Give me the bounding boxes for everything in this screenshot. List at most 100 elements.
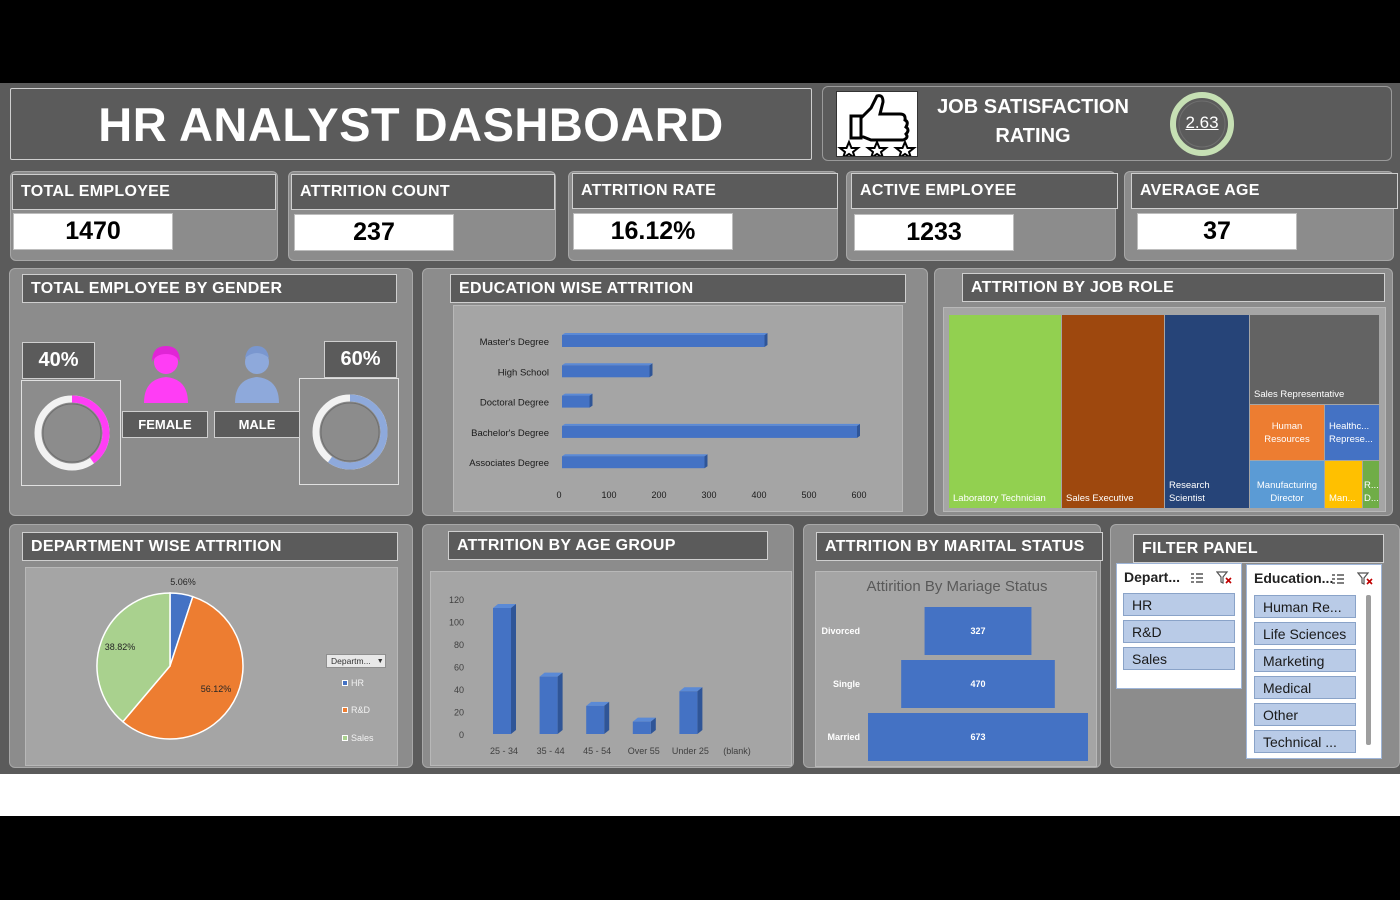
treemap-cell-sales-executive: Sales Executive xyxy=(1062,315,1164,508)
department-slicer-item-sales[interactable]: Sales xyxy=(1123,647,1235,670)
age-category-label-blank: (blank) xyxy=(723,746,751,756)
filter-panel-title: FILTER PANEL xyxy=(1133,534,1384,563)
education-panel-title: EDUCATION WISE ATTRITION xyxy=(450,274,906,303)
age-category-label-35-44: 35 - 44 xyxy=(537,746,565,756)
male-label: MALE xyxy=(214,411,300,438)
chevron-down-icon: ▼ xyxy=(376,657,384,665)
age-bar-side-25-34 xyxy=(511,604,516,734)
marital-category-label-married: Married xyxy=(827,732,860,742)
education-slicer-item-human-resources[interactable]: Human Re... xyxy=(1254,595,1356,618)
legend-swatch-rd xyxy=(342,707,348,713)
age-bar-top-under-25 xyxy=(679,687,703,692)
treemap-cell-sales-representative: Sales Representative xyxy=(1250,315,1379,404)
education-slicer-item-other[interactable]: Other xyxy=(1254,703,1356,726)
education-bar-master-s-degree xyxy=(562,335,765,347)
age-category-label-25-34: 25 - 34 xyxy=(490,746,518,756)
multi-select-icon[interactable] xyxy=(1331,571,1345,585)
multi-select-icon[interactable] xyxy=(1190,570,1204,584)
education-bar-doctoral-degree xyxy=(562,395,590,408)
department-legend-item-sales: Sales xyxy=(342,733,374,743)
department-pie-label-sales: 38.82% xyxy=(105,642,136,652)
marital-category-label-single: Single xyxy=(833,679,860,689)
treemap-cell-human-resources: Human Resources xyxy=(1250,405,1324,460)
kpi-value-active-employee: 1233 xyxy=(854,214,1014,251)
education-bar-high-school xyxy=(562,365,650,378)
female-donut-chart xyxy=(34,395,110,471)
department-pie-label-hr: 5.06% xyxy=(170,577,196,587)
education-x-tick-0: 0 xyxy=(556,490,561,500)
education-bar-side-bachelor-s-degree xyxy=(857,423,860,438)
department-slicer-item-hr[interactable]: HR xyxy=(1123,593,1235,616)
bottom-strip xyxy=(0,774,1400,816)
job-satisfaction-title-line2: RATING xyxy=(995,125,1071,147)
education-bar-associates-degree xyxy=(562,456,705,469)
kpi-value-attrition-count: 237 xyxy=(294,214,454,251)
marital-bar-single xyxy=(901,660,1055,708)
job-satisfaction-panel: JOB SATISFACTION RATING 2.63 xyxy=(822,86,1392,161)
female-percentage: 40% xyxy=(22,342,95,379)
kpi-value-total-employee: 1470 xyxy=(13,213,173,250)
education-category-label-high-school: High School xyxy=(498,367,549,378)
treemap-cell-healthc-represe: Healthc... Represe... xyxy=(1325,405,1379,460)
age-bar-top-25-34 xyxy=(493,604,516,608)
age-y-tick-100: 100 xyxy=(449,618,464,628)
education-slicer-item-life-sciences[interactable]: Life Sciences xyxy=(1254,622,1356,645)
clear-filter-icon[interactable] xyxy=(1215,570,1232,584)
education-slicer-item-technical[interactable]: Technical ... xyxy=(1254,730,1356,753)
age-y-tick-20: 20 xyxy=(454,708,464,718)
kpi-label-total-employee: TOTAL EMPLOYEE xyxy=(12,174,276,210)
education-bar-side-master-s-degree xyxy=(764,333,768,347)
marital-value-label-divorced: 327 xyxy=(970,626,985,636)
age-category-label-under-25: Under 25 xyxy=(672,746,709,756)
age-bar-top-45-54 xyxy=(586,701,610,706)
department-legend-item-rd: R&D xyxy=(342,705,370,715)
education-x-tick-600: 600 xyxy=(851,490,866,500)
marital-panel-title: ATTRITION BY MARITAL STATUS xyxy=(816,532,1103,561)
kpi-label-attrition-count: ATTRITION COUNT xyxy=(291,174,555,210)
marital-chart-title: Attirition By Mariage Status xyxy=(866,578,1048,595)
age-bar-chart: 0 20 40 60 80 100 120 25 - 34 35 - 44 45 - 54 Over… xyxy=(449,595,751,756)
department-legend-dropdown[interactable]: Departm... ▼ xyxy=(326,654,386,668)
education-bar-top-master-s-degree xyxy=(562,333,768,335)
department-legend-item-hr: HR xyxy=(342,678,364,688)
treemap-label-r-d: R... D... xyxy=(1364,480,1379,504)
age-y-tick-80: 80 xyxy=(454,640,464,650)
education-bar-chart: Master's Degree High School Doctoral Degre… xyxy=(469,333,867,500)
education-x-tick-400: 400 xyxy=(751,490,766,500)
education-slicer-item-medical[interactable]: Medical xyxy=(1254,676,1356,699)
department-slicer-item-rd[interactable]: R&D xyxy=(1123,620,1235,643)
marital-category-label-divorced: Divorced xyxy=(821,626,860,636)
kpi-value-attrition-rate: 16.12% xyxy=(573,213,733,250)
education-x-tick-100: 100 xyxy=(601,490,616,500)
education-x-tick-500: 500 xyxy=(801,490,816,500)
education-bar-side-doctoral-degree xyxy=(589,393,593,408)
education-slicer-item-marketing[interactable]: Marketing xyxy=(1254,649,1356,672)
slicer-scrollbar[interactable] xyxy=(1366,595,1371,745)
education-bar-side-associates-degree xyxy=(704,454,708,469)
male-percentage: 60% xyxy=(324,341,397,378)
treemap-cell-research-scientist: Research Scientist xyxy=(1165,315,1249,508)
female-person-icon xyxy=(138,345,194,405)
education-slicer-header: Education... xyxy=(1254,570,1334,586)
education-bar-side-high-school xyxy=(649,363,653,378)
clear-filter-icon[interactable] xyxy=(1356,571,1373,585)
department-slicer-header: Depart... xyxy=(1124,569,1181,585)
department-pie-slice-r-d xyxy=(121,595,244,740)
education-bar-top-high-school xyxy=(562,363,653,366)
legend-swatch-hr xyxy=(342,680,348,686)
male-donut-inner-ring xyxy=(320,402,380,462)
treemap-label-research-scientist: Research Scientist xyxy=(1169,480,1210,504)
kpi-label-attrition-rate: ATTRITION RATE xyxy=(572,173,838,209)
male-donut-chart xyxy=(312,394,388,470)
department-chart-frame: 5.06% 56.12% 38.82% Departm... ▼ HR R&D Sa… xyxy=(25,567,398,766)
title-banner: HR ANALYST DASHBOARD xyxy=(10,88,812,160)
marital-bar-divorced xyxy=(924,607,1032,655)
male-donut-frame xyxy=(299,378,399,485)
age-bar-top-35-44 xyxy=(539,672,563,677)
age-y-tick-60: 60 xyxy=(454,663,464,673)
age-category-label-45-54: 45 - 54 xyxy=(583,746,611,756)
department-pie-chart: 5.06% 56.12% 38.82% xyxy=(96,577,244,740)
age-bar-side-45-54 xyxy=(604,701,610,734)
kpi-label-active-employee: ACTIVE EMPLOYEE xyxy=(851,173,1118,209)
age-bar-35-44 xyxy=(539,676,558,734)
